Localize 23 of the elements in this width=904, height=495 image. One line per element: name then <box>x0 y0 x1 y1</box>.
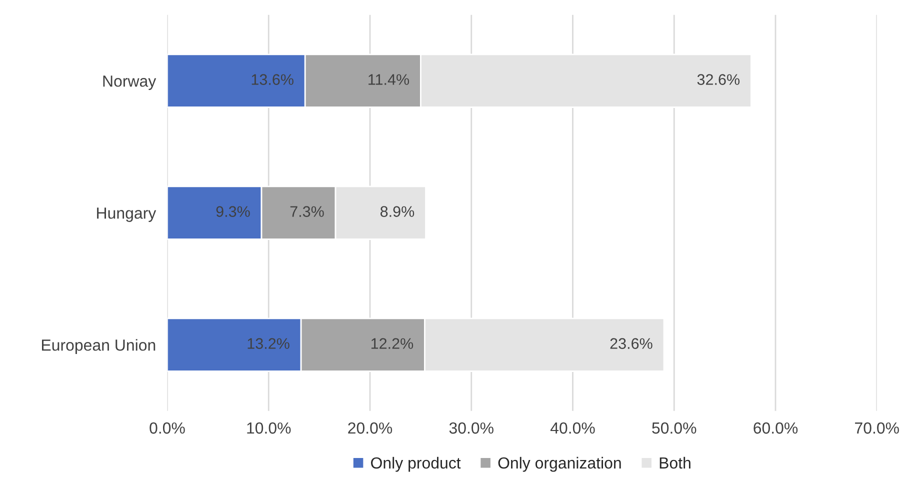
legend-label: Only product <box>371 456 461 472</box>
data-label: 12.2% <box>371 338 414 349</box>
x-tick-label: 30.0% <box>449 422 494 434</box>
x-tick-label: 60.0% <box>754 422 798 434</box>
x-tick-label: 70.0% <box>855 422 899 434</box>
x-tick-label: 10.0% <box>247 422 291 434</box>
data-label: 13.2% <box>248 338 290 349</box>
data-label: 8.9% <box>380 206 414 217</box>
data-label: 23.6% <box>610 338 652 349</box>
data-label: 32.6% <box>697 74 740 85</box>
x-tick-label: 50.0% <box>652 422 696 434</box>
y-tick-label: Hungary <box>97 208 156 222</box>
data-label: 9.3% <box>216 206 250 217</box>
x-tick-label: 20.0% <box>348 422 392 434</box>
data-label: 7.3% <box>290 206 324 217</box>
x-tick-label: 0.0% <box>150 422 185 434</box>
legend-label: Both <box>660 456 690 469</box>
y-tick-label: European Union <box>42 339 156 354</box>
data-label: 11.4% <box>368 74 410 85</box>
y-tick-label: Norway <box>103 76 156 90</box>
legend-label: Only organization <box>498 456 621 472</box>
data-label: 13.6% <box>252 74 294 85</box>
x-tick-label: 40.0% <box>550 422 595 434</box>
